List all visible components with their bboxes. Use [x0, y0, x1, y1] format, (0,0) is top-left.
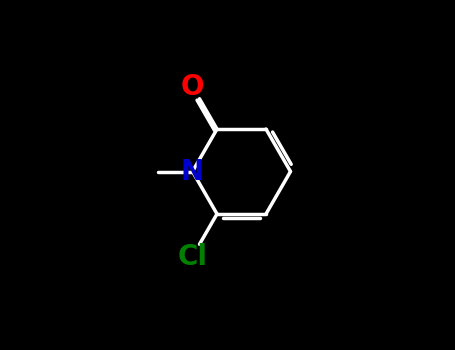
Text: N: N	[181, 158, 204, 186]
Text: Cl: Cl	[177, 243, 207, 271]
Text: O: O	[181, 73, 205, 101]
